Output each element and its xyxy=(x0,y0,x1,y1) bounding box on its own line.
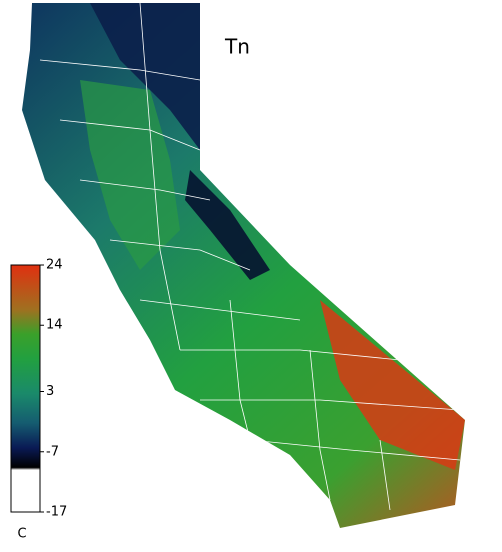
colorbar-unit: C xyxy=(17,527,26,542)
tick-label: -17 xyxy=(46,505,67,520)
tick-label: -7 xyxy=(46,444,59,459)
tick-label: 3 xyxy=(46,384,54,399)
colorbar xyxy=(10,264,41,513)
tick-label: 24 xyxy=(46,258,63,273)
colorbar-ticks: 24 14 3 -7 -17 xyxy=(40,258,67,520)
map-title: Tn xyxy=(224,35,250,59)
tick-label: 14 xyxy=(46,318,63,333)
